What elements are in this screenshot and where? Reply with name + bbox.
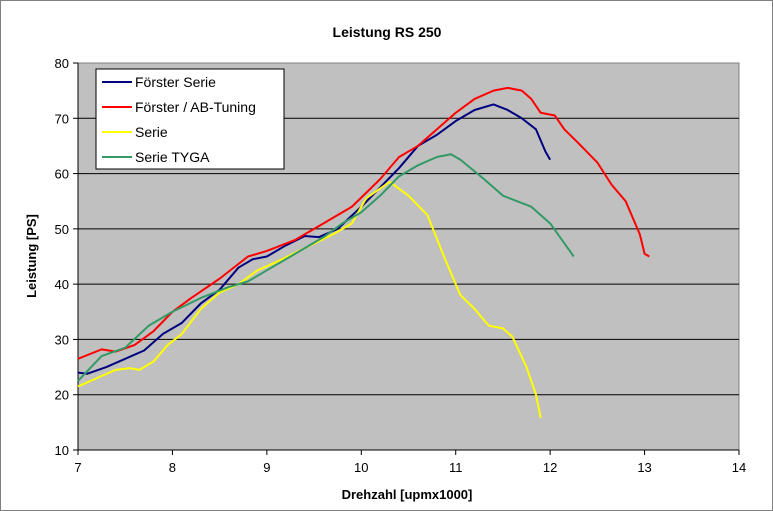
- y-tick-label: 50: [55, 222, 69, 237]
- x-tick-label: 12: [543, 460, 557, 475]
- x-tick-label: 7: [74, 460, 81, 475]
- chart-title: Leistung RS 250: [333, 24, 442, 40]
- x-tick-label: 9: [263, 460, 270, 475]
- legend-label: Förster Serie: [135, 74, 216, 90]
- x-tick-label: 14: [732, 460, 746, 475]
- x-tick-label: 13: [637, 460, 651, 475]
- legend-label: Serie TYGA: [135, 149, 210, 165]
- legend: Förster Serie Förster / AB-Tuning Serie Ser…: [95, 68, 285, 170]
- series-line-1: [77, 103, 552, 375]
- y-tick-label: 30: [55, 332, 69, 347]
- x-tick-label: 8: [169, 460, 176, 475]
- y-axis-label: Leistung [PS]: [24, 214, 39, 298]
- series-line-4: [77, 153, 575, 382]
- y-tick-label: 70: [55, 111, 69, 126]
- y-tick-label: 20: [55, 388, 69, 403]
- y-tick-label: 60: [55, 167, 69, 182]
- y-tick-label: 80: [55, 56, 69, 71]
- legend-label: Förster / AB-Tuning: [135, 99, 256, 115]
- x-tick-label: 10: [354, 460, 368, 475]
- y-tick-label: 40: [55, 277, 69, 292]
- y-tick-label: 10: [55, 443, 69, 458]
- x-tick-label: 11: [449, 460, 463, 475]
- series-line-3: [77, 180, 542, 419]
- series-line-2: [77, 86, 650, 360]
- legend-label: Serie: [135, 124, 168, 140]
- x-axis-label: Drehzahl [upmx1000]: [342, 487, 473, 502]
